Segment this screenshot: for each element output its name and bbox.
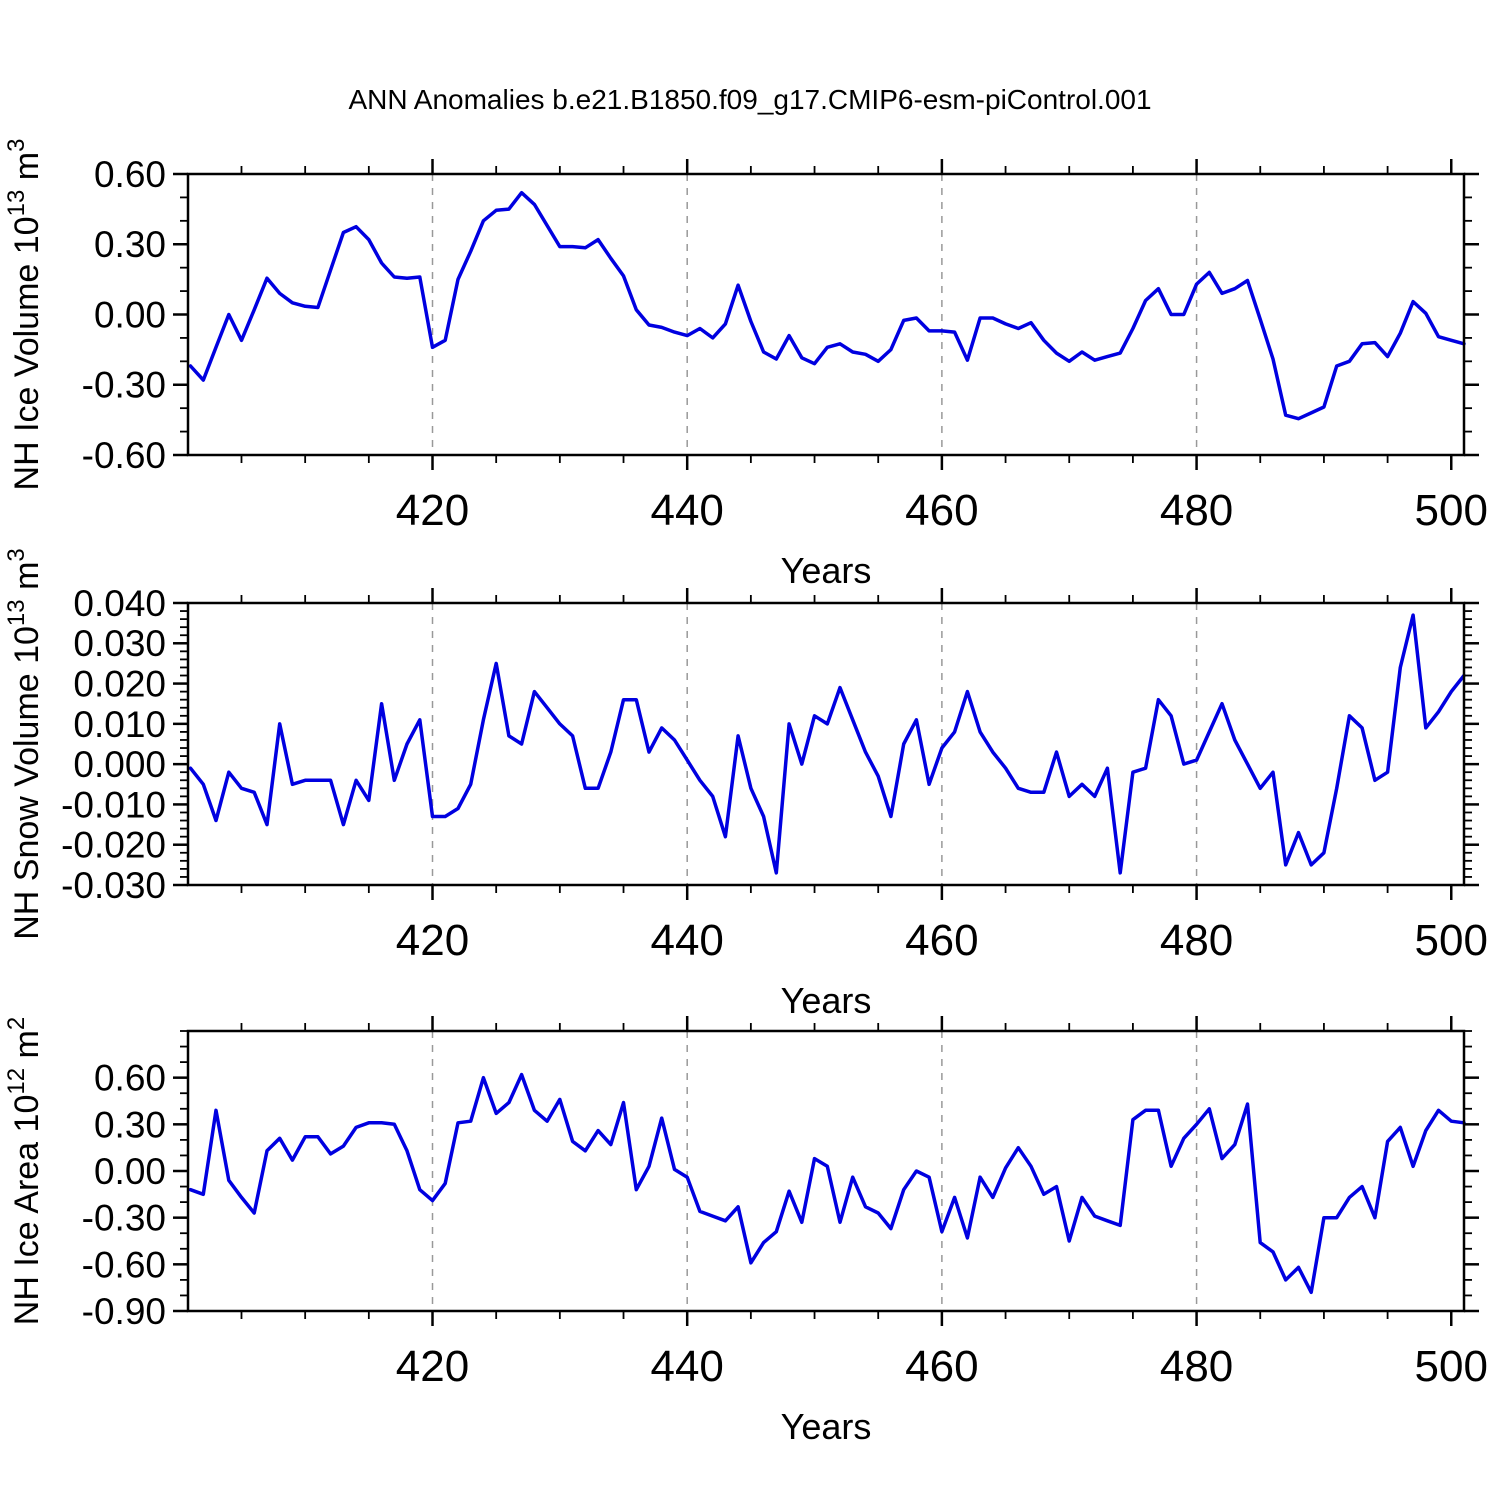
y-tick-label: 0.30	[94, 1104, 166, 1145]
y-tick-label: 0.60	[94, 1058, 166, 1099]
x-axis-title: Years	[781, 1406, 872, 1447]
y-axis-title-text: m	[8, 562, 46, 600]
y-tick-label: 0.030	[73, 623, 166, 664]
y-tick-label: -0.90	[82, 1291, 166, 1332]
y-axis-title-superscript: 12	[3, 1068, 30, 1095]
y-axis-title-text: NH Ice Area 10	[8, 1095, 46, 1326]
x-tick-label: 420	[396, 486, 469, 535]
y-tick-label: 0.00	[94, 1151, 166, 1192]
y-axis-title-text: NH Ice Volume 10	[8, 216, 46, 490]
x-tick-label: 440	[650, 1342, 723, 1391]
y-tick-label: 0.020	[73, 664, 166, 705]
x-tick-label: 460	[905, 916, 978, 965]
y-tick-label: -0.020	[61, 825, 166, 866]
x-tick-label: 420	[396, 1342, 469, 1391]
data-line-nh-ice-area	[188, 1072, 1466, 1295]
x-tick-label: 480	[1160, 916, 1233, 965]
x-tick-label: 440	[650, 486, 723, 535]
y-tick-label: -0.010	[61, 784, 166, 825]
y-axis-title-superscript: 3	[3, 548, 30, 561]
y-tick-label: 0.60	[94, 154, 166, 195]
y-tick-label: 0.30	[94, 224, 166, 265]
x-axis-title: Years	[781, 550, 872, 591]
y-tick-label: 0.010	[73, 704, 166, 745]
y-tick-label: 0.000	[73, 744, 166, 785]
x-tick-label: 480	[1160, 1342, 1233, 1391]
y-axis-title-nh-ice-volume: NH Ice Volume 1013 m3	[3, 139, 46, 491]
y-axis-title-superscript: 13	[3, 190, 30, 217]
y-axis-title-text: m	[8, 1030, 46, 1068]
panel-frame-nh-ice-volume	[186, 172, 1466, 457]
x-tick-label: 460	[905, 486, 978, 535]
y-axis-title-superscript: 13	[3, 599, 30, 626]
x-tick-label: 480	[1160, 486, 1233, 535]
x-tick-label: 460	[905, 1342, 978, 1391]
x-tick-label: 500	[1415, 1342, 1488, 1391]
y-tick-label: -0.030	[61, 865, 166, 906]
x-tick-label: 500	[1415, 486, 1488, 535]
y-tick-label: -0.30	[82, 1198, 166, 1239]
chart-title: ANN Anomalies b.e21.B1850.f09_g17.CMIP6-…	[348, 84, 1152, 115]
y-axis-title-nh-snow-volume: NH Snow Volume 1013 m3	[3, 548, 46, 940]
x-axis-title: Years	[781, 980, 872, 1021]
y-axis-title-superscript: 3	[3, 139, 30, 152]
y-tick-label: -0.60	[82, 435, 166, 476]
data-line-nh-snow-volume	[188, 613, 1466, 875]
x-tick-label: 500	[1415, 916, 1488, 965]
y-axis-title-text: NH Snow Volume 10	[8, 626, 46, 940]
panel-frame-nh-snow-volume	[186, 601, 1466, 887]
x-tick-label: 440	[650, 916, 723, 965]
y-tick-label: -0.60	[82, 1244, 166, 1285]
y-axis-title-superscript: 2	[3, 1017, 30, 1030]
x-tick-label: 420	[396, 916, 469, 965]
data-line-nh-ice-volume	[188, 190, 1466, 421]
y-axis-title-text: m	[8, 152, 46, 190]
y-axis-title-nh-ice-area: NH Ice Area 1012 m2	[3, 1017, 46, 1325]
y-tick-label: 0.040	[73, 583, 166, 624]
panel-frame-nh-ice-area	[186, 1029, 1466, 1313]
y-tick-label: -0.30	[82, 365, 166, 406]
y-tick-label: 0.00	[94, 294, 166, 335]
